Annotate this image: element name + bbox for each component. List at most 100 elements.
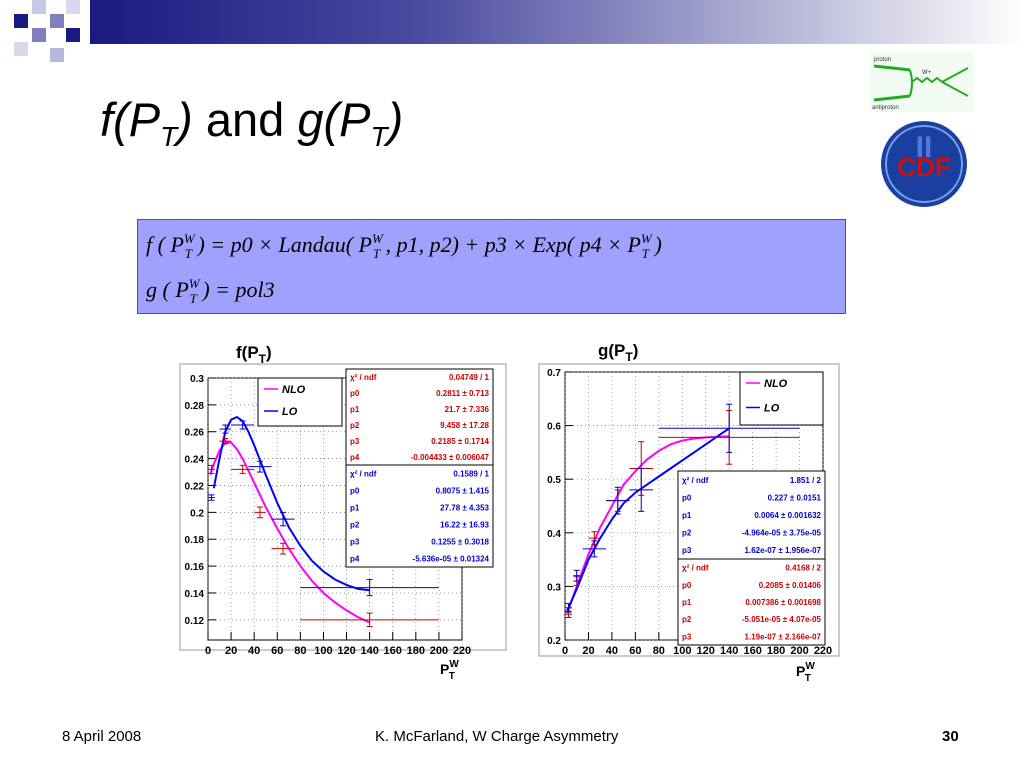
stat-value: 27.78 ± 4.353 — [440, 504, 489, 513]
y-tick-label: 0.24 — [185, 455, 205, 466]
fit-curve-lo — [566, 427, 730, 611]
cdf-seal-text: CDF — [897, 152, 950, 182]
y-tick-label: 0.18 — [185, 535, 205, 546]
neutrino-line — [941, 81, 969, 97]
footer-page-number: 30 — [942, 728, 959, 745]
stat-value: -0.004433 ± 0.006047 — [411, 453, 490, 462]
stat-key: p0 — [682, 493, 692, 502]
x-tick-label: 0 — [205, 645, 211, 657]
x-axis-label-main: P — [796, 663, 805, 679]
stat-value: 0.4168 / 2 — [785, 564, 821, 573]
chart-title-main: f(P — [236, 343, 259, 362]
stat-key: p2 — [682, 529, 692, 538]
y-tick-label: 0.14 — [185, 589, 205, 600]
x-tick-label: 100 — [314, 645, 332, 657]
x-tick-label: 120 — [697, 645, 715, 657]
stat-box — [345, 464, 494, 568]
legend-label: NLO — [764, 378, 788, 390]
lepton-line — [941, 67, 969, 83]
chart-title-close: ) — [633, 341, 639, 360]
stat-key: χ² / ndf — [350, 373, 377, 382]
legend-label: LO — [764, 403, 780, 415]
x-tick-label: 120 — [337, 645, 355, 657]
corner-square — [14, 14, 28, 28]
title-f-close: ) — [177, 93, 193, 146]
x-axis-label-sup: W — [805, 661, 815, 672]
stat-value: 0.2185 ± 0.1714 — [431, 437, 489, 446]
stat-value: 0.1589 / 1 — [453, 470, 489, 479]
stat-value: 0.0064 ± 0.001632 — [754, 511, 821, 520]
x-axis-label-main: P — [440, 661, 449, 677]
y-tick-label: 0.12 — [185, 616, 205, 627]
stat-value: 1.19e-07 ± 2.166e-07 — [745, 632, 822, 641]
x-axis-label-sub: T — [805, 673, 811, 684]
chart-title-sub: T — [625, 350, 633, 364]
stat-value: 16.22 ± 16.93 — [440, 521, 489, 530]
stat-key: p1 — [682, 511, 692, 520]
x-tick-label: 60 — [271, 645, 283, 657]
logo-label-antiproton: antiproton — [872, 105, 899, 111]
cdf-seal-ring — [885, 125, 963, 203]
x-tick-label: 160 — [743, 645, 761, 657]
title-f-sub: T — [160, 121, 178, 152]
formula-line-2: g ( PWT ) = pol3 — [146, 276, 275, 306]
chart-title-main: g(P — [598, 341, 625, 360]
y-tick-label: 0.26 — [185, 428, 205, 439]
y-tick-label: 0.28 — [185, 401, 205, 412]
x-tick-label: 220 — [814, 645, 832, 657]
stat-value: 0.8075 ± 1.415 — [436, 487, 490, 496]
stat-box — [345, 368, 494, 466]
y-tick-label: 0.5 — [547, 475, 561, 486]
stat-key: χ² / ndf — [350, 470, 377, 479]
title-f: f(P — [100, 93, 161, 146]
title-g: g(P — [297, 93, 371, 146]
title-g-sub: T — [370, 121, 388, 152]
stat-key: p2 — [350, 521, 360, 530]
stat-key: p3 — [350, 437, 360, 446]
w-boson-wave — [911, 76, 943, 84]
stat-key: χ² / ndf — [682, 476, 709, 485]
legend-label: NLO — [282, 384, 306, 396]
slide-title: f(PT) and g(PT) — [100, 92, 403, 153]
stat-key: p3 — [682, 632, 692, 641]
legend-box — [739, 371, 824, 426]
stat-key: p4 — [350, 453, 360, 462]
corner-square — [50, 14, 64, 28]
x-tick-label: 200 — [430, 645, 448, 657]
title-g-close: ) — [387, 93, 404, 146]
y-tick-label: 0.7 — [547, 368, 561, 379]
y-tick-label: 0.2 — [547, 636, 561, 647]
x-tick-label: 80 — [653, 645, 665, 657]
corner-square — [50, 48, 64, 62]
stat-key: p1 — [682, 598, 692, 607]
stat-value: 1.62e-07 ± 1.956e-07 — [745, 546, 822, 555]
y-tick-label: 0.6 — [547, 422, 561, 433]
cdf-logo: proton antiproton W+ II CDF — [870, 52, 974, 210]
stat-key: p0 — [350, 389, 360, 398]
corner-square — [32, 28, 46, 42]
x-axis-label: PW T — [796, 661, 815, 684]
proton-line — [873, 64, 911, 72]
stat-value: 0.007386 ± 0.001698 — [745, 598, 821, 607]
stat-key: p1 — [350, 405, 360, 414]
stat-key: p0 — [350, 487, 360, 496]
stat-value: -5.051e-05 ± 4.07e-05 — [742, 615, 822, 624]
stat-value: 0.2085 ± 0.01406 — [759, 581, 822, 590]
title-and: and — [205, 93, 285, 146]
y-tick-label: 0.2 — [190, 508, 204, 519]
y-tick-label: 0.3 — [547, 582, 561, 593]
x-tick-label: 140 — [720, 645, 738, 657]
chart-title: f(PT) — [236, 343, 272, 366]
x-tick-label: 80 — [294, 645, 306, 657]
stat-value: 1.851 / 2 — [790, 476, 822, 485]
x-axis-label-sub: T — [449, 671, 455, 682]
x-axis-label: PW T — [440, 659, 459, 682]
stat-key: p1 — [350, 504, 360, 513]
stat-key: p3 — [350, 538, 360, 547]
stat-value: -4.964e-05 ± 3.75e-05 — [742, 529, 822, 538]
stat-value: 0.2811 ± 0.713 — [436, 389, 489, 398]
stat-key: p2 — [350, 421, 360, 430]
corner-square — [66, 28, 80, 42]
logo-label-proton: proton — [874, 57, 891, 63]
legend-label: LO — [282, 406, 298, 418]
